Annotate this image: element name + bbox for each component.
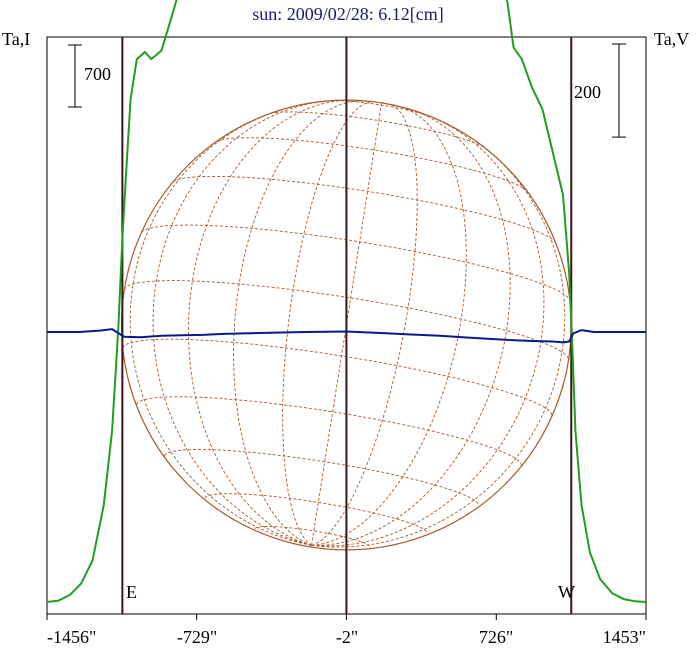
series-line-ta-v bbox=[47, 328, 646, 344]
parallel-line bbox=[122, 338, 553, 417]
x-tick-label: -1456" bbox=[47, 627, 96, 647]
meridian-line bbox=[311, 105, 467, 546]
parallel-line bbox=[254, 525, 371, 548]
parallel-line bbox=[164, 449, 480, 506]
parallel-line bbox=[269, 111, 485, 148]
series-lines bbox=[46, 0, 647, 603]
limb-label-east: E bbox=[126, 582, 137, 602]
parallel-line bbox=[216, 137, 527, 192]
meridian-line bbox=[152, 100, 331, 546]
y-axis-label-left: Ta,I bbox=[2, 29, 30, 49]
meridian-line bbox=[282, 101, 373, 546]
series-line-ta-i bbox=[46, 0, 647, 603]
parallel-line bbox=[204, 493, 428, 534]
limb-label-west: W bbox=[558, 582, 575, 602]
scale-bar-left-label: 700 bbox=[84, 64, 111, 84]
meridian-line bbox=[311, 140, 566, 548]
parallel-line bbox=[330, 100, 431, 117]
scale-bars bbox=[68, 43, 626, 138]
x-tick-label: -2" bbox=[336, 627, 358, 647]
x-tick-label: 1453" bbox=[603, 627, 646, 647]
chart-title: sun: 2009/02/28: 6.12[cm] bbox=[252, 4, 444, 24]
parallel-line bbox=[141, 224, 571, 301]
meridian-line bbox=[311, 116, 545, 547]
parallel-line bbox=[172, 175, 556, 243]
x-tick-label: -729" bbox=[177, 627, 217, 647]
meridian-line bbox=[311, 102, 383, 546]
scale-bar-right-label: 200 bbox=[574, 82, 601, 102]
x-tick-label: 726" bbox=[479, 627, 513, 647]
meridian-line bbox=[188, 99, 349, 546]
meridian-line bbox=[311, 110, 511, 546]
meridian-line bbox=[311, 104, 418, 546]
x-axis-ticks bbox=[46, 614, 647, 620]
meridian-line bbox=[233, 100, 365, 546]
y-axis-label-right: Ta,V bbox=[654, 29, 689, 49]
